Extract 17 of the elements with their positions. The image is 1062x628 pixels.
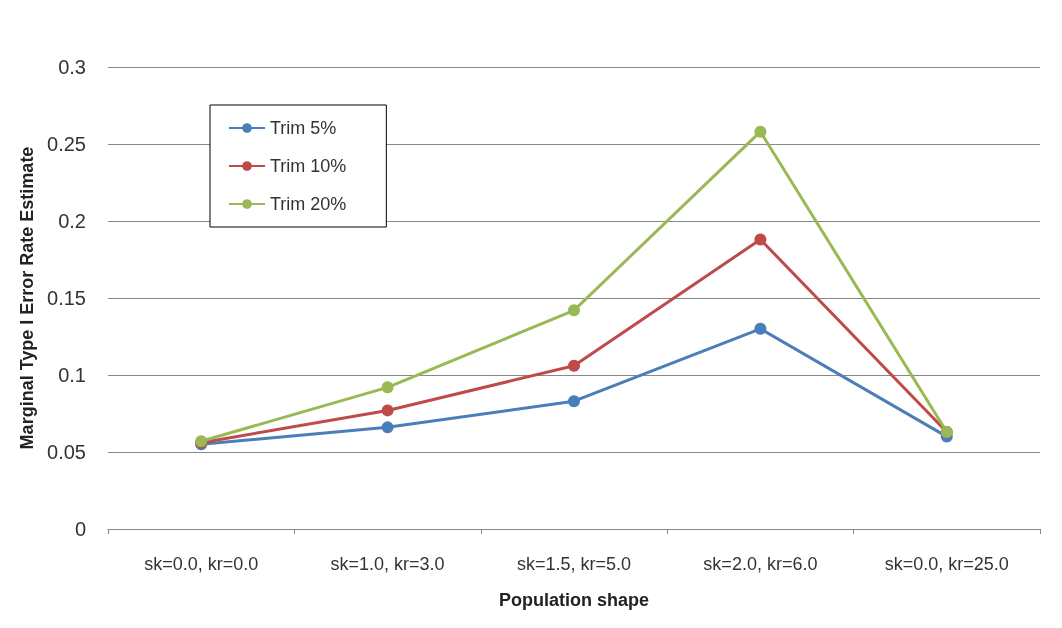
y-tick-label: 0.3 — [58, 56, 86, 78]
y-tick-label: 0 — [74, 518, 86, 540]
x-tick-label: sk=2.0, kr=6.0 — [703, 554, 818, 574]
y-tick-label: 0.15 — [47, 287, 86, 309]
y-tick-label: 0.05 — [47, 441, 86, 463]
x-axis-title: Population shape — [498, 590, 650, 610]
y-axis-title: Marginal Type I Error Rate Estimate — [17, 146, 37, 450]
y-tick-label: 0.2 — [58, 210, 86, 232]
x-tick-label: sk=0.0, kr=25.0 — [884, 554, 1009, 574]
legend-label: Trim 5% — [270, 118, 337, 138]
x-tick-label: sk=1.5, kr=5.0 — [516, 554, 632, 574]
x-tick-label: sk=0.0, kr=0.0 — [144, 554, 259, 574]
x-tick-label: sk=1.0, kr=3.0 — [330, 554, 445, 574]
legend-label: Trim 10% — [270, 156, 347, 176]
y-tick-label: 0.25 — [47, 133, 86, 155]
legend-label: Trim 20% — [270, 194, 347, 214]
y-tick-label: 0.1 — [58, 364, 86, 386]
